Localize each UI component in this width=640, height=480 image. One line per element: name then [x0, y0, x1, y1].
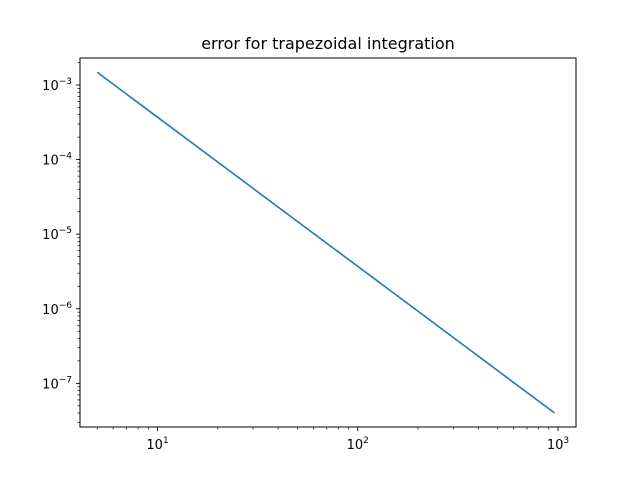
y-tick-label: 10−7 [42, 375, 72, 392]
y-tick-exponent: −7 [59, 375, 72, 385]
y-tick-base: 10 [42, 303, 59, 318]
x-tick-label: 101 [146, 436, 168, 453]
x-tick-base: 10 [347, 438, 364, 453]
y-tick-label: 10−6 [42, 301, 72, 318]
x-tick-exponent: 1 [163, 436, 169, 446]
y-tick-base: 10 [42, 154, 59, 169]
plot-frame [79, 57, 577, 428]
y-tick-label: 10−5 [42, 226, 72, 243]
y-tick-label: 10−3 [42, 77, 72, 94]
y-tick-exponent: −6 [59, 301, 73, 311]
y-tick-label: 10−4 [42, 152, 72, 169]
x-axis: 101 102 103 [96, 427, 569, 453]
x-tick-exponent: 2 [363, 436, 369, 446]
y-tick-exponent: −3 [59, 77, 72, 87]
x-tick-base: 10 [146, 438, 163, 453]
x-tick-exponent: 3 [563, 436, 569, 446]
chart-title: error for trapezoidal integration [201, 34, 455, 53]
y-tick-base: 10 [42, 377, 59, 392]
series-line-0 [96, 71, 555, 414]
x-tick-label: 103 [547, 436, 569, 453]
y-tick-exponent: −4 [59, 152, 73, 162]
y-tick-exponent: −5 [59, 226, 72, 236]
x-tick-base: 10 [547, 438, 564, 453]
x-tick-label: 102 [347, 436, 369, 453]
y-axis: 10−310−410−510−610−7 [42, 62, 80, 423]
y-tick-base: 10 [42, 79, 59, 94]
y-tick-base: 10 [42, 228, 59, 243]
series-layer [96, 71, 555, 414]
